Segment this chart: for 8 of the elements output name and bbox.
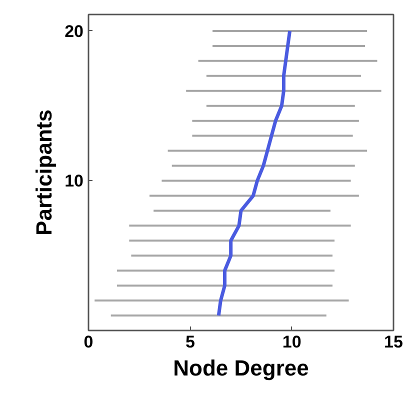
x-tick-label: 15 [384, 332, 403, 352]
y-axis-title: Participants [32, 110, 57, 236]
x-tick-label: 0 [84, 332, 94, 352]
x-tick-label: 10 [282, 332, 302, 352]
line-series [216, 29, 292, 318]
y-tick-label: 20 [64, 22, 84, 41]
x-tick-label: 5 [185, 332, 195, 352]
x-axis-title: Node Degree [173, 356, 309, 380]
